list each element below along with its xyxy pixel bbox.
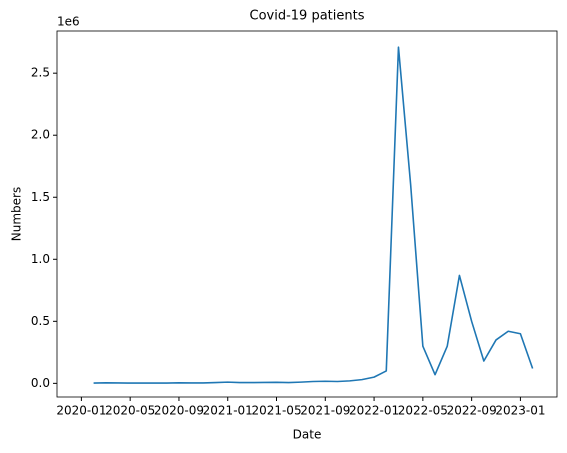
y-offset-label: 1e6 xyxy=(57,15,80,29)
y-tick-label: 0.0 xyxy=(31,376,50,390)
y-tick-label: 2.5 xyxy=(31,66,50,80)
x-tick-label: 2022-01 xyxy=(349,404,399,418)
x-tick-label: 2020-01 xyxy=(56,404,106,418)
y-tick-label: 1.5 xyxy=(31,190,50,204)
data-line xyxy=(93,46,534,384)
x-tick-label: 2022-09 xyxy=(447,404,497,418)
x-tick-label: 2023-01 xyxy=(495,404,545,418)
x-tick-label: 2020-09 xyxy=(154,404,204,418)
x-tick-label: 2021-01 xyxy=(203,404,253,418)
x-tick-label: 2021-05 xyxy=(251,404,301,418)
x-tick-label: 2021-09 xyxy=(300,404,350,418)
x-tick-label: 2022-05 xyxy=(398,404,448,418)
x-tick-label: 2020-05 xyxy=(105,404,155,418)
chart-title: Covid-19 patients xyxy=(250,9,365,24)
plot-frame xyxy=(56,30,558,398)
y-tick-label: 1.0 xyxy=(31,252,50,266)
x-axis-label: Date xyxy=(293,428,322,442)
y-tick-label: 2.0 xyxy=(31,128,50,142)
y-axis-label: Numbers xyxy=(10,187,24,241)
y-tick-label: 0.5 xyxy=(31,314,50,328)
